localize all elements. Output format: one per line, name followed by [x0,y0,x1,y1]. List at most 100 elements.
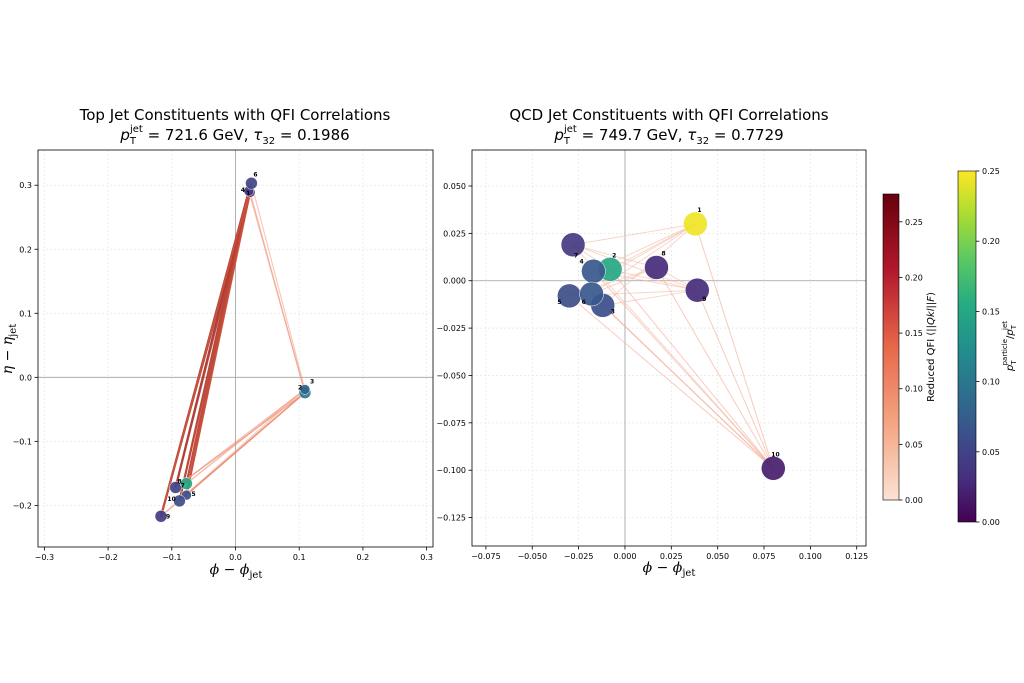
constituent-9 [685,277,710,303]
x-tick-label: −0.1 [162,553,181,562]
qfi-edge-1-7 [174,192,252,488]
constituent-8 [644,255,669,280]
qcd-jet-points [557,211,786,481]
constituent-8 [180,477,193,490]
colorbar-tick-label: 0.00 [905,496,923,505]
qfi-colorbar-label-math: ||Qkl||F [926,296,937,332]
x-tick-label: −0.3 [35,553,54,562]
x-tick-label: −0.075 [471,552,501,561]
colorbar-tick-label: 0.25 [905,218,923,227]
qfi-edge-2-10 [609,269,774,469]
momentum-fraction-colorbar: 0.00 0.05 0.10 0.15 0.20 0.25 pTparticle/pTje… [957,167,1018,527]
top-jet-pt-value: 721.6 GeV [165,126,245,144]
qcd-jet-crosshair [472,150,866,546]
qcd-jet-tau-value: 0.7729 [731,126,784,144]
constituent-label-7: 7 [181,482,185,489]
x-tick-label: 0.2 [357,553,370,562]
x-tick-label: 0.075 [753,552,776,561]
qfi-edge-1-2 [249,192,306,393]
y-tick-label: 0.025 [443,229,466,238]
y-tick-label: −0.1 [13,437,32,446]
qcd-jet-axes-border [471,149,867,547]
constituent-label-1: 1 [697,207,701,214]
qfi-edge-5-10 [569,295,774,469]
top-jet-subtitle: pTjet = 721.6 GeV, τ32 = 0.1986 [119,124,349,147]
y-tick-label: 0.1 [19,309,32,318]
qfi-edge-2-9 [610,268,698,291]
constituent-label-2: 2 [298,385,302,392]
constituent-1 [683,211,708,237]
constituent-label-4: 4 [579,258,583,265]
colorbar-tick-label: 0.25 [982,167,1000,176]
colorbar-tick-label: 0.15 [982,307,1000,316]
qfi-edge-7-9 [572,244,698,291]
x-tick-label: 0.0 [229,553,242,562]
qfi-edge-3-10 [602,304,774,469]
y-tick-label: −0.075 [436,419,466,428]
momentum-fraction-colorbar-label: pTparticle/pTjet [1001,321,1018,372]
qfi-edge-6-3 [250,183,306,390]
momentum-fraction-colorbar-ticks: 0.00 0.05 0.10 0.15 0.20 0.25 [976,167,1000,527]
constituent-label-8: 8 [661,250,665,257]
qfi-colorbar-ticks: 0.00 0.05 0.10 0.15 0.20 0.25 [899,218,923,505]
qfi-edge-1-5 [185,192,252,496]
top-jet-tau-value: 0.1986 [297,126,350,144]
x-tick-label: 0.125 [845,552,868,561]
qcd-jet-pt-value: 749.7 GeV [599,126,679,144]
constituent-10 [761,456,786,481]
constituent-4 [581,259,606,284]
y-tick-label: 0.2 [19,245,32,254]
constituent-label-3: 3 [611,308,615,315]
constituent-label-5: 5 [557,299,561,306]
colorbar-tick-label: 0.05 [982,448,1000,457]
qfi-colorbar-label: Reduced QFI (||Qkl||F) [926,292,937,402]
constituent-7 [560,232,586,257]
top-jet-title: Top Jet Constituents with QFI Correlatio… [79,106,391,124]
qfi-colorbar-gradient [882,193,900,501]
colorbar-tick-label: 0.05 [905,440,923,449]
colorbar-tick-label: 0.00 [982,518,1000,527]
constituent-label-6: 6 [253,171,257,178]
constituent-9 [154,510,168,523]
colorbar-tick-label: 0.20 [982,237,1000,246]
y-tick-label: 0.050 [443,182,466,191]
qfi-edge-1-10 [694,223,774,469]
colorbar-tick-label: 0.20 [905,273,923,282]
qfi-edge-2-5 [186,392,306,496]
constituent-label-9: 9 [166,513,170,520]
y-tick-label: 0.0 [19,373,32,382]
top-jet-y-ticks: −0.2 −0.1 0.0 0.1 0.2 0.3 [13,181,38,510]
qfi-colorbar: 0.00 0.05 0.10 0.15 0.20 0.25 Reduced QFI (||… [882,193,937,505]
top-jet-edges [159,183,306,517]
qfi-edge-4-10 [593,270,774,469]
x-tick-label: −0.2 [98,553,117,562]
y-tick-label: −0.125 [436,514,466,523]
x-tick-label: 0.025 [660,552,683,561]
qfi-edge-6-1 [591,223,696,295]
y-tick-label: 0.3 [19,181,32,190]
y-tick-label: −0.050 [436,371,466,380]
colorbar-tick-label: 0.10 [905,385,923,394]
top-jet-point-labels: 1 2 3 4 5 6 78 9 10 [166,171,314,520]
top-jet-points [154,177,312,523]
constituent-6 [245,177,258,190]
momentum-fraction-colorbar-gradient [957,170,977,523]
constituent-label-8: 8 [177,479,181,486]
constituent-label-2: 2 [612,252,616,259]
constituent-label-6: 6 [582,299,586,306]
x-tick-label: −0.025 [564,552,594,561]
qfi-edge-3-9 [602,289,698,306]
constituent-label-1: 1 [246,190,250,197]
constituent-label-7: 7 [574,253,578,260]
constituent-6 [579,281,604,307]
qfi-edge-8-10 [656,267,774,469]
qcd-jet-subtitle: pTjet = 749.7 GeV, τ32 = 0.7729 [553,124,783,147]
constituent-label-10: 10 [771,451,779,458]
x-tick-label: 0.000 [614,552,637,561]
constituent-label-9: 9 [702,296,706,303]
qcd-jet-xlabel: ϕ − ϕjet [643,560,696,579]
qfi-edge-7-8 [572,244,657,268]
qfi-edge-7-1 [572,223,696,246]
x-tick-label: 0.3 [420,553,433,562]
